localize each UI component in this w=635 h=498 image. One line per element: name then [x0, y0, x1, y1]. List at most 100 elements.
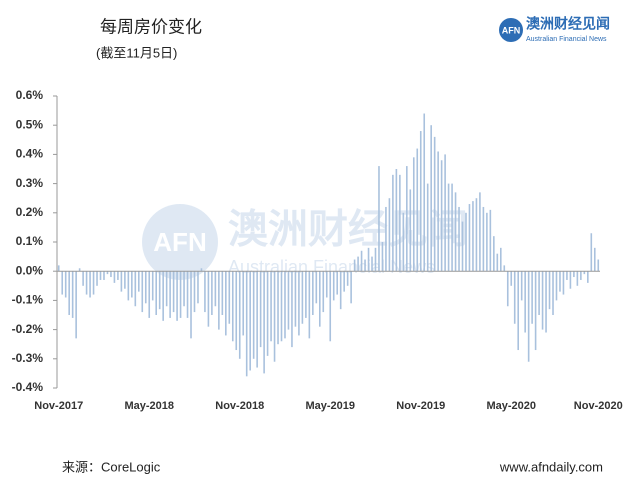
bar — [315, 271, 318, 304]
bar — [482, 206, 485, 272]
bar — [204, 271, 206, 313]
bar — [57, 265, 60, 272]
bar — [465, 212, 467, 272]
bar — [183, 271, 185, 307]
bar — [176, 271, 178, 321]
bar — [419, 131, 422, 272]
bar — [190, 271, 192, 339]
bar — [587, 271, 589, 283]
bar — [583, 271, 586, 275]
bar — [131, 271, 133, 298]
bar — [346, 271, 349, 286]
bar — [287, 271, 290, 330]
bar — [593, 247, 596, 272]
bar — [562, 271, 565, 295]
bar — [75, 271, 77, 339]
bar — [134, 271, 137, 307]
watermark: AFN 澳洲财经见闻 Australian Financial News — [142, 204, 468, 280]
website: www.afndaily.com — [499, 459, 603, 474]
bar — [534, 271, 537, 351]
bar — [225, 271, 227, 336]
bar — [82, 271, 84, 286]
bar — [214, 271, 217, 307]
bar — [151, 271, 154, 301]
x-tick-label: Nov-2017 — [34, 400, 83, 412]
bar — [576, 271, 579, 286]
bar — [259, 271, 262, 348]
bar — [447, 183, 450, 272]
bar — [318, 271, 321, 327]
bar — [444, 154, 446, 272]
bar — [395, 169, 398, 272]
bar — [249, 271, 251, 371]
bar — [461, 221, 464, 272]
bar — [110, 271, 112, 278]
bar — [496, 253, 499, 272]
bar — [68, 271, 70, 315]
bar — [71, 271, 74, 318]
bar — [541, 271, 544, 330]
bar — [325, 271, 328, 298]
bar — [475, 198, 478, 272]
bar — [141, 271, 144, 313]
bar — [350, 271, 352, 304]
bar — [513, 271, 516, 324]
bar — [524, 271, 526, 333]
bar — [280, 271, 283, 342]
bar — [486, 212, 488, 272]
bar — [148, 271, 151, 318]
y-tick-label: 0.6% — [16, 88, 44, 102]
bar — [548, 271, 551, 310]
bar — [266, 271, 269, 356]
bar — [555, 271, 558, 301]
bar — [378, 166, 380, 272]
bar — [256, 271, 258, 368]
bar — [416, 148, 419, 272]
bar — [371, 256, 373, 272]
logo-mark: AFN — [502, 25, 521, 35]
bar — [277, 271, 279, 345]
bar — [423, 113, 426, 272]
y-tick-label: -0.2% — [12, 322, 44, 336]
bar — [339, 271, 342, 310]
logo-name: 澳洲财经见闻 — [526, 16, 610, 32]
bar — [179, 271, 182, 318]
bar — [520, 271, 523, 301]
bar — [329, 271, 332, 342]
bar — [228, 271, 231, 324]
bar — [552, 271, 554, 315]
bar — [117, 271, 119, 280]
bar — [207, 271, 210, 327]
bar — [242, 271, 245, 336]
bar — [221, 271, 224, 315]
bar — [103, 271, 105, 280]
bar — [252, 271, 255, 359]
bar — [291, 271, 293, 348]
bar — [197, 271, 199, 304]
bar — [392, 174, 394, 272]
chart-subtitle: (截至11月5日) — [96, 45, 177, 60]
x-tick-label: Nov-2020 — [574, 400, 623, 412]
bar — [193, 271, 196, 313]
bar — [566, 271, 568, 280]
bar — [409, 189, 412, 272]
bar — [440, 160, 443, 272]
bar — [211, 271, 213, 315]
bar — [364, 259, 366, 272]
bar — [113, 271, 116, 283]
bar — [245, 271, 248, 377]
bar — [61, 271, 64, 295]
y-tick-label: 0.5% — [16, 117, 44, 131]
bar — [506, 271, 509, 307]
bar — [238, 271, 241, 359]
bar — [433, 136, 436, 272]
bar — [294, 271, 297, 327]
bar — [308, 271, 311, 339]
y-tick-label: 0.2% — [16, 205, 44, 219]
bar — [231, 271, 234, 342]
bar — [120, 271, 123, 292]
bar — [155, 271, 158, 315]
bar — [322, 271, 325, 313]
bar — [412, 157, 415, 272]
bar — [499, 247, 502, 272]
